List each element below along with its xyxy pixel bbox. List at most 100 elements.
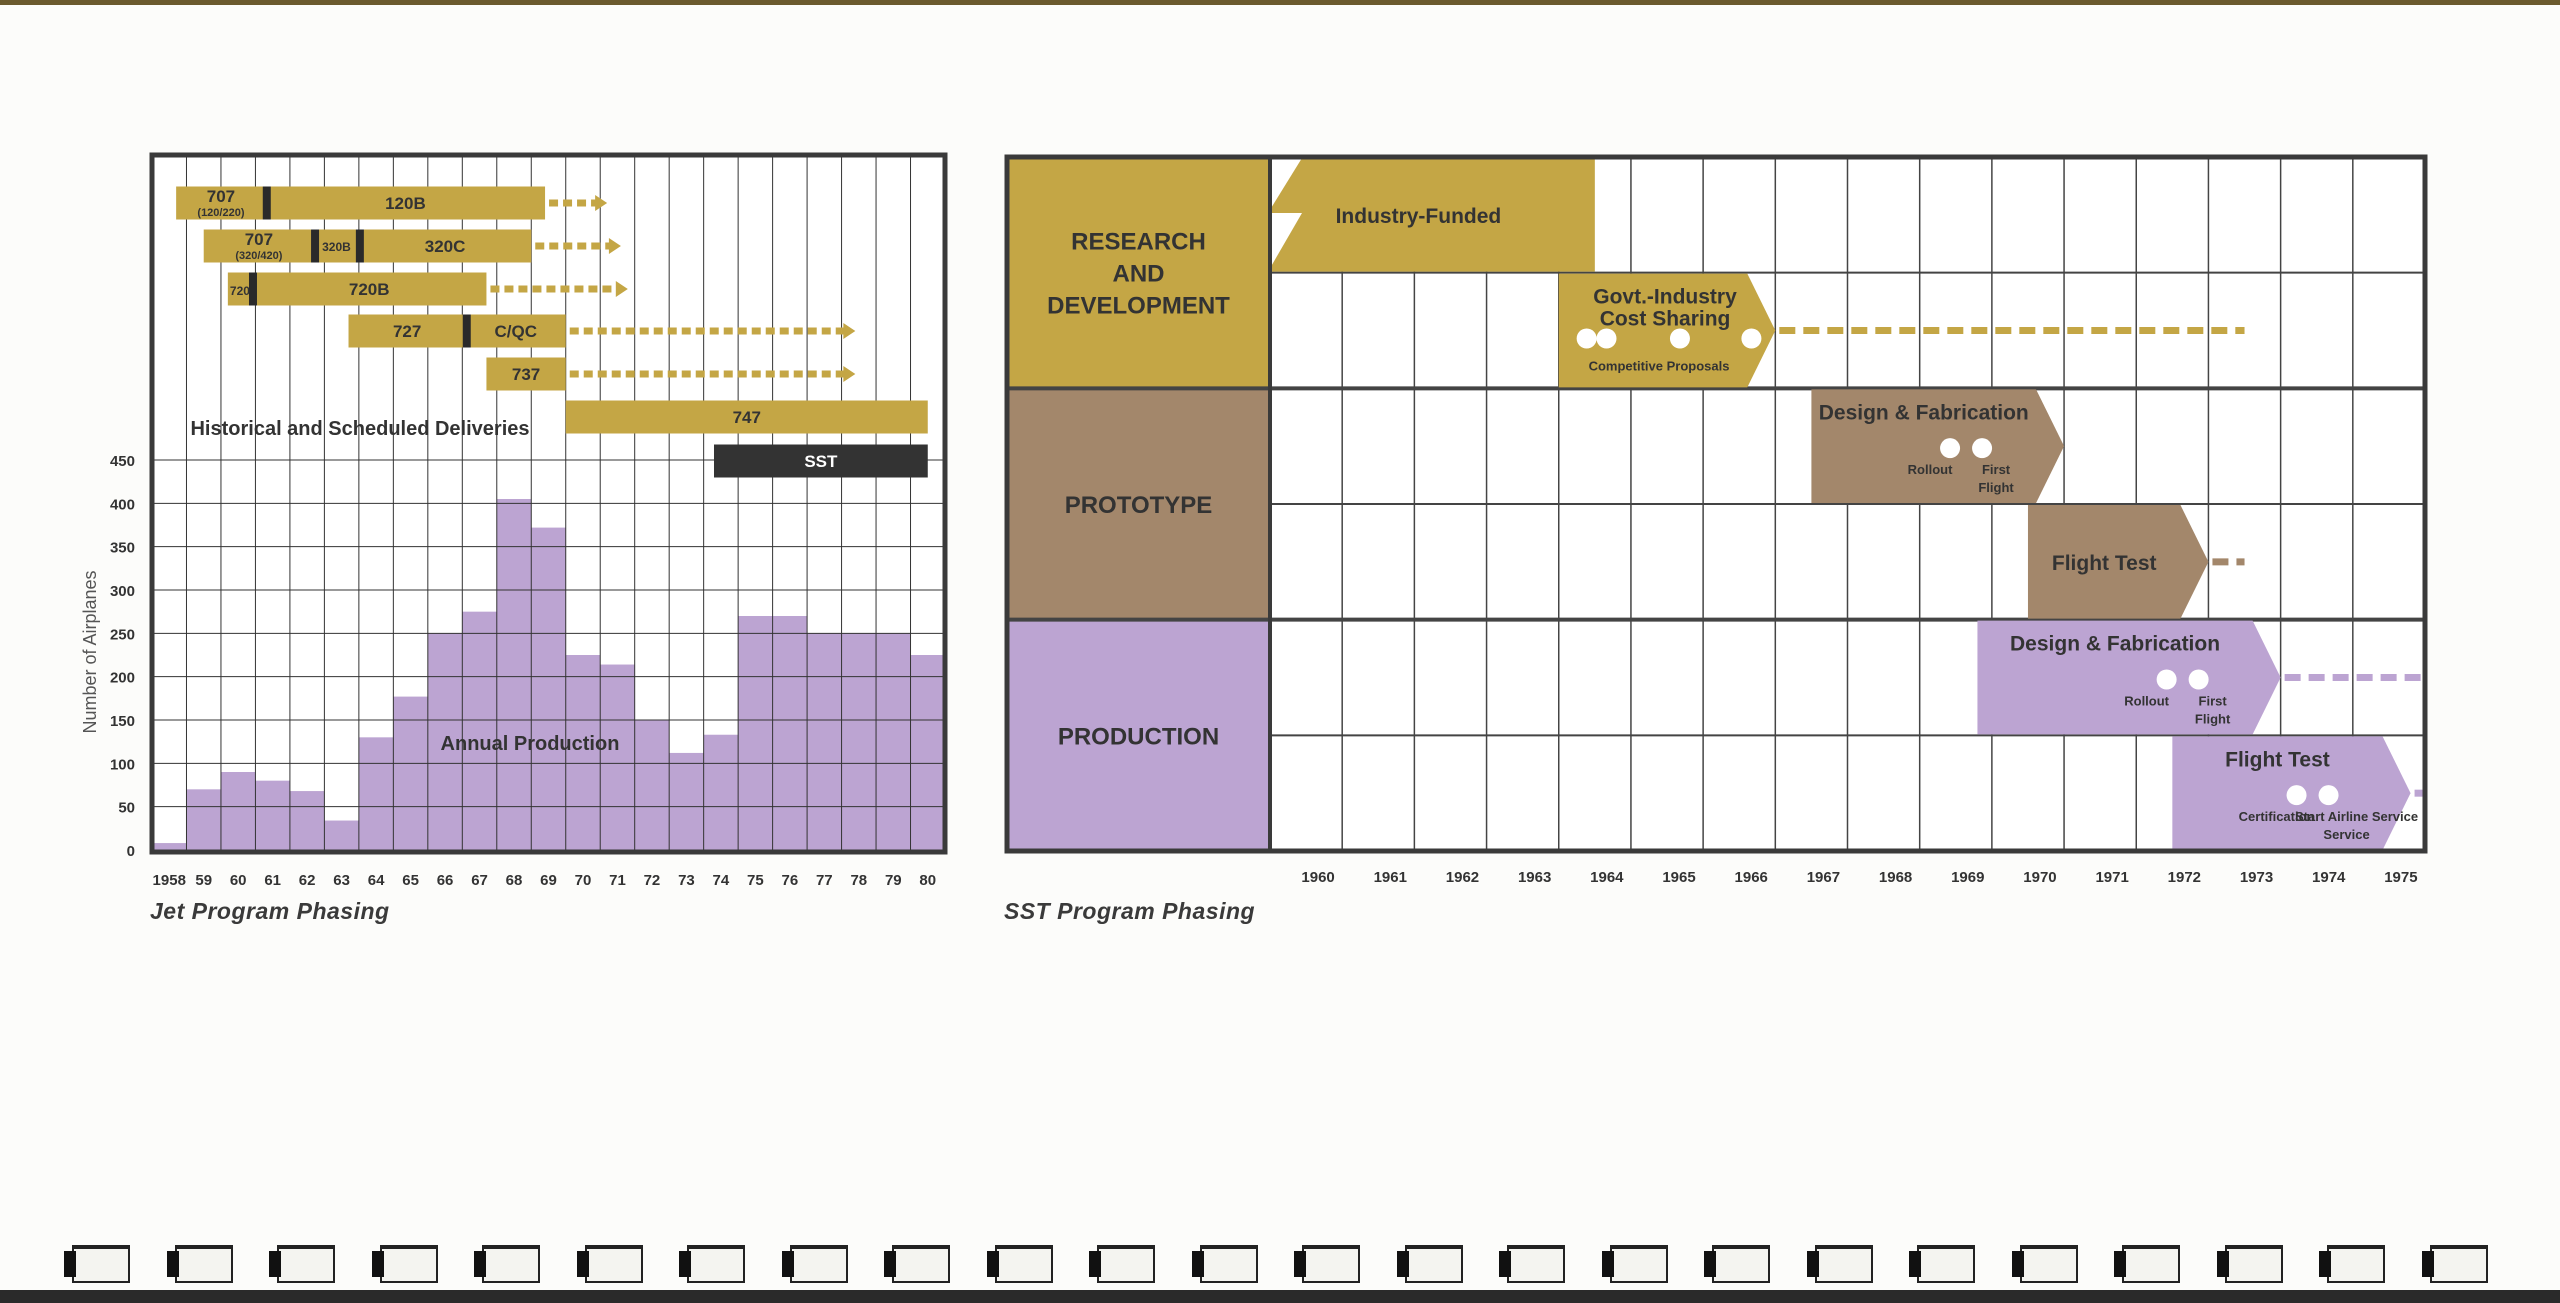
sst-year-label: 1971 [2095, 869, 2128, 886]
program-divider [262, 186, 271, 220]
program-divider [355, 229, 364, 263]
x-tick-label: 68 [506, 872, 523, 889]
production-bar-70 [565, 655, 601, 850]
program-label: 737 [512, 365, 540, 384]
sst-year-label: 1960 [1301, 869, 1334, 886]
production-bar-75 [738, 616, 773, 850]
binding-hole [269, 1245, 335, 1283]
task-label: Design & Fabrication [1819, 401, 2029, 424]
program-variant-label: C/QC [494, 322, 537, 341]
program-label: 720 [230, 284, 250, 298]
milestone-dot [1741, 328, 1762, 349]
binding-hole [1806, 1245, 1873, 1283]
program-continuation-arrowhead [608, 238, 621, 254]
binding-hole [64, 1245, 130, 1283]
milestone-dot [2156, 669, 2177, 690]
x-tick-label: 79 [885, 872, 902, 889]
binding-hole [884, 1245, 950, 1283]
x-tick-label: 80 [919, 872, 936, 889]
task-label: Flight Test [2225, 748, 2330, 771]
program-continuation-arrowhead [595, 195, 608, 211]
production-bar-76 [772, 616, 808, 850]
milestone-dot [1972, 438, 1993, 459]
task-bar [1558, 273, 1776, 388]
sst-year-label: 1973 [2240, 869, 2273, 886]
program-label: SST [804, 452, 838, 471]
y-tick-label: 0 [127, 843, 135, 860]
program-label: 747 [733, 408, 761, 427]
deliveries-label: Historical and Scheduled Deliveries [190, 418, 529, 440]
x-tick-label: 78 [850, 872, 867, 889]
program-bar-707 [176, 186, 546, 220]
y-tick-label: 50 [118, 800, 135, 817]
program-sub-variant-label: 320B [322, 240, 351, 254]
task-bar [1977, 620, 2281, 735]
x-tick-label: 66 [437, 872, 454, 889]
program-bar-727 [348, 314, 566, 348]
binding-hole [1294, 1245, 1360, 1283]
phase-block-0 [1007, 157, 1270, 389]
phase-label: RESEARCH [1071, 229, 1206, 256]
y-tick-label: 400 [110, 496, 135, 513]
binding-hole [2421, 1245, 2488, 1283]
sst-year-label: 1969 [1951, 869, 1984, 886]
binding-hole [1089, 1245, 1155, 1283]
program-divider [462, 314, 471, 348]
phase-label: AND [1113, 261, 1165, 288]
milestone-label: Flight [1978, 480, 2014, 495]
milestone-label: Rollout [2124, 694, 2169, 709]
binding-hole [1396, 1245, 1463, 1283]
jet-chart-frame [149, 152, 948, 855]
production-bar-69 [531, 527, 566, 850]
x-tick-label: 1958 [153, 872, 186, 889]
task-label: Design & Fabrication [2010, 633, 2220, 656]
sst-chart-caption: SST Program Phasing [1004, 898, 1256, 924]
sst-year-label: 1972 [2168, 869, 2201, 886]
sst-year-label: 1967 [1807, 869, 1840, 886]
x-tick-label: 77 [816, 872, 833, 889]
binding-hole [576, 1245, 643, 1283]
production-bar-66 [427, 633, 463, 850]
binding-hole [679, 1245, 745, 1283]
milestone-label: Certification [2239, 809, 2315, 824]
binding-hole [371, 1245, 438, 1283]
milestone-label: Flight [2195, 712, 2231, 727]
milestone-dot [2188, 669, 2209, 690]
binding-hole [2011, 1245, 2078, 1283]
program-continuation-arrowhead [843, 366, 856, 382]
binding-hole [166, 1245, 233, 1283]
x-tick-label: 65 [402, 872, 419, 889]
program-sublabel: (320/420) [235, 250, 282, 262]
x-tick-label: 71 [609, 872, 626, 889]
production-bar-78 [841, 633, 877, 850]
sst-year-label: 1963 [1518, 869, 1551, 886]
task-label: Industry-Funded [1336, 205, 1502, 228]
program-label: 707 [245, 230, 273, 249]
program-divider [311, 229, 320, 263]
phase-block-1 [1007, 388, 1270, 620]
sst-year-label: 1962 [1446, 869, 1479, 886]
program-continuation-arrowhead [843, 323, 856, 339]
binding-hole [781, 1245, 848, 1283]
milestone-label: Service [2323, 827, 2369, 842]
top-edge-band [0, 0, 2560, 5]
production-label: Annual Production [441, 733, 620, 755]
milestone-dot [1596, 328, 1617, 349]
y-tick-label: 150 [110, 713, 135, 730]
x-tick-label: 64 [368, 872, 385, 889]
milestone-dot [1576, 328, 1597, 349]
task-label: Flight Test [2052, 552, 2157, 575]
x-tick-label: 76 [782, 872, 799, 889]
production-bar-63 [324, 820, 359, 850]
production-bar-80 [910, 655, 945, 850]
production-bar-73 [669, 752, 704, 850]
y-axis-label: Number of Airplanes [80, 570, 100, 733]
production-bar-74 [703, 734, 739, 850]
production-bar-62 [289, 791, 325, 850]
binding-hole [1601, 1245, 1668, 1283]
milestone-label: First [1982, 462, 2011, 477]
x-tick-label: 62 [299, 872, 316, 889]
sst-chart-frame [1004, 154, 2428, 854]
phase-label: PRODUCTION [1058, 723, 1219, 750]
program-bar-737 [486, 357, 566, 391]
